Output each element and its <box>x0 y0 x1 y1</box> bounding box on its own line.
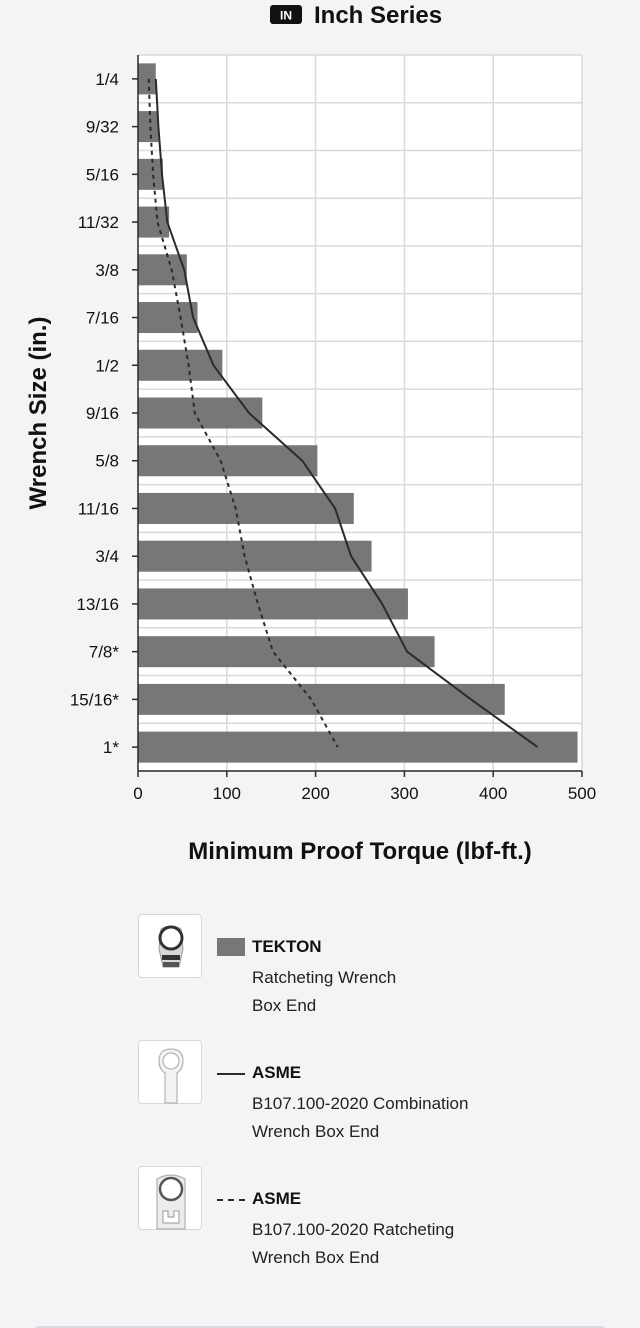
bar-9-32 <box>138 111 159 143</box>
y-tick-label: 1/4 <box>95 70 119 89</box>
x-tick-label: 0 <box>133 784 142 803</box>
y-tick-label: 5/8 <box>95 452 119 471</box>
x-tick-label: 300 <box>390 784 418 803</box>
bar-1-4 <box>138 63 156 95</box>
y-tick-label: 1/2 <box>95 356 119 375</box>
y-axis-label: Wrench Size (in.) <box>25 317 52 510</box>
y-tick-label: 11/32 <box>78 213 119 232</box>
y-tick-labels: 1/4 9/32 5/16 11/32 3/8 7/16 1/2 9/16 5/8 11/16 3/… <box>70 70 138 757</box>
bar-5-16 <box>138 158 163 190</box>
y-tick-label: 7/8* <box>89 643 120 662</box>
x-tick-label: 400 <box>479 784 507 803</box>
bar-7-8- <box>138 636 435 668</box>
y-tick-label: 9/32 <box>86 118 119 137</box>
tekton-ratcheting-wrench-icon <box>138 914 202 978</box>
legend-name: TEKTON <box>252 937 322 956</box>
bar-7-16 <box>138 302 198 334</box>
inch-badge-label: IN <box>280 9 292 23</box>
divider <box>36 1326 604 1328</box>
chart-header: IN Inch Series <box>270 2 442 29</box>
y-tick-label: 3/4 <box>95 547 119 566</box>
line-series-asme-combination <box>154 78 539 748</box>
x-tick-label: 500 <box>568 784 596 803</box>
torque-chart: IN Inch Series 1/49/325/1611/323/87/161/… <box>25 2 596 865</box>
legend-description: B107.100-2020 Combination Wrench Box End <box>252 1094 469 1141</box>
legend: TEKTON Ratcheting Wrench Box End ASME B10… <box>138 914 598 1292</box>
ratcheting-wrench-icon <box>138 1166 202 1230</box>
x-axis-label: Minimum Proof Torque (lbf-ft.) <box>188 838 532 865</box>
bar-5-8 <box>138 445 318 477</box>
bar-9-16 <box>138 397 263 429</box>
legend-swatch-dotted-line <box>217 1190 245 1208</box>
chart-title: Inch Series <box>314 2 442 29</box>
legend-item-asme-ratcheting: ASME B107.100-2020 Ratcheting Wrench Box … <box>138 1166 598 1292</box>
legend-item-asme-combination: ASME B107.100-2020 Combination Wrench Box… <box>138 1040 598 1166</box>
y-tick-label: 7/16 <box>86 309 119 328</box>
legend-item-tekton: TEKTON Ratcheting Wrench Box End <box>138 914 598 1040</box>
x-tick-label: 100 <box>213 784 241 803</box>
bar-3-8 <box>138 254 187 286</box>
x-tick-label: 200 <box>301 784 329 803</box>
legend-swatch-bar <box>217 938 245 956</box>
inch-badge <box>270 5 302 24</box>
legend-name: ASME <box>252 1063 302 1082</box>
horizontal-gridlines <box>138 54 582 772</box>
combination-wrench-icon <box>138 1040 202 1104</box>
y-tick-label: 11/16 <box>78 499 119 518</box>
bar-3-4 <box>138 540 372 572</box>
y-tick-label: 3/8 <box>95 261 119 280</box>
y-tick-label: 1* <box>103 738 119 757</box>
legend-description: Ratcheting Wrench Box End <box>252 968 397 1015</box>
y-tick-label: 9/16 <box>86 404 119 423</box>
bar-series-tekton <box>138 63 578 763</box>
y-tick-label: 5/16 <box>86 165 119 184</box>
x-tick-labels: 0 100 200 300 400 500 <box>133 771 596 803</box>
legend-description: B107.100-2020 Ratcheting Wrench Box End <box>252 1220 455 1267</box>
bar-15-16- <box>138 683 505 715</box>
line-series-asme-ratcheting <box>147 78 339 748</box>
bar-11-32 <box>138 206 170 238</box>
legend-swatch-solid-line <box>217 1064 245 1082</box>
legend-name: ASME <box>252 1189 302 1208</box>
bar-13-16 <box>138 588 408 620</box>
y-tick-label: 13/16 <box>76 595 119 614</box>
y-tick-label: 15/16* <box>70 690 120 709</box>
bar-11-16 <box>138 492 354 524</box>
bar-1- <box>138 731 578 763</box>
